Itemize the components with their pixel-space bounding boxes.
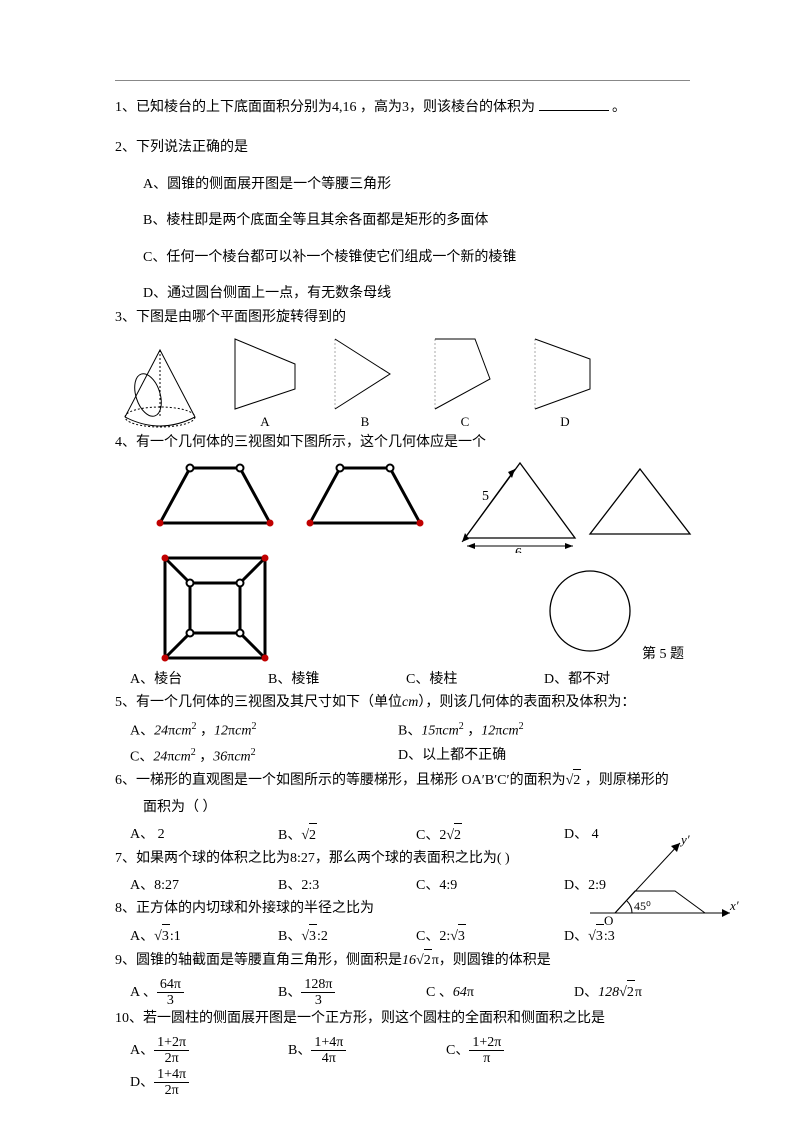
- q8-C: C、2:3: [416, 924, 526, 949]
- q4-trap2: [300, 458, 430, 538]
- q10-A: A、1+2π2π: [130, 1035, 250, 1067]
- q7-A: A、8:27: [130, 874, 240, 898]
- q10-B: B、1+4π4π: [288, 1035, 408, 1067]
- q3-optA-wrap: A: [225, 334, 305, 430]
- q10-D: D、1+4π2π: [130, 1067, 189, 1099]
- q3-optD-wrap: D: [525, 334, 605, 430]
- q4-C: C、棱柱: [406, 668, 506, 692]
- q3-stem: 3、下图是由哪个平面图形旋转得到的: [115, 307, 690, 329]
- q10-stem: 10、若一圆柱的侧面展开图是一个正方形，则这个圆柱的全面积和侧面积之比是: [115, 1008, 690, 1030]
- q9a: 9、圆锥的轴截面是等腰直角三角形，侧面积是: [115, 953, 402, 968]
- q3-D-fig: [525, 334, 605, 414]
- q4-trap1: [150, 458, 280, 538]
- tri-6: 6: [515, 546, 522, 553]
- q9-D: D、1282π: [574, 980, 642, 1005]
- q1-suffix: 。: [612, 100, 626, 115]
- q5a: 5、有一个几何体的三视图及其尺寸如下（单位: [115, 695, 402, 710]
- q5-D: D、以上都不正确: [398, 744, 506, 769]
- q5-row2: C、24πcm2 ，36πcm2 D、以上都不正确: [130, 744, 690, 769]
- q9-stem: 9、圆锥的轴截面是等腰直角三角形，侧面积是162π，则圆锥的体积是: [115, 949, 690, 972]
- axis-y: y′: [679, 833, 690, 847]
- q3-solid: [115, 345, 205, 430]
- q9-C: C 、64π: [426, 981, 536, 1005]
- q5-row1: A、24πcm2 ，12πcm2 B、15πcm2 ，12πcm2: [130, 718, 690, 743]
- q3-A-label: A: [225, 414, 305, 430]
- axis-x: x′: [729, 898, 739, 913]
- q3-C-label: C: [425, 414, 505, 430]
- top-rule: [115, 80, 690, 81]
- q6-B: B、2: [278, 823, 378, 848]
- q3-B-fig: [325, 334, 405, 414]
- q4-figarea: 5 6 第 5 题: [115, 458, 690, 668]
- q5-C: C、24πcm2 ，36πcm2: [130, 744, 360, 769]
- q1-blank: [539, 96, 609, 111]
- q4-stem: 4、有一个几何体的三视图如下图所示，这个几何体应是一个: [115, 432, 690, 454]
- q2-C: C、任何一个棱台都可以补一个棱锥使它们组成一个新的棱锥: [143, 247, 690, 269]
- q8-B: B、3:2: [278, 924, 378, 949]
- q3-D-label: D: [525, 414, 605, 430]
- q4-topview: [155, 548, 275, 668]
- q6-C: C、22: [416, 823, 526, 848]
- q3-optC-wrap: C: [425, 334, 505, 430]
- q5-B: B、15πcm2 ，12πcm2: [398, 718, 524, 743]
- q1-text: 1、已知棱台的上下底面面积分别为4,16 ，高为3，则该棱台的体积为: [115, 100, 535, 115]
- q5b: ），则该几何体的表面积及体积为：: [418, 695, 635, 710]
- q5-stem: 5、有一个几何体的三视图及其尺寸如下（单位cm），则该几何体的表面积及体积为：: [115, 692, 690, 714]
- q6-stem: 6、一梯形的直观图是一个如图所示的等腰梯形，且梯形 OA′B′C′的面积为2 ，…: [115, 769, 690, 792]
- q9-A: A 、64π3: [130, 977, 240, 1009]
- q4-D: D、都不对: [544, 668, 610, 692]
- q9-options: A 、64π3 B、128π3 C 、64π D、1282π: [130, 977, 690, 1009]
- q9-B: B、128π3: [278, 977, 388, 1009]
- q3-C-fig: [425, 334, 505, 414]
- axis-O: O: [604, 913, 613, 928]
- tri-5: 5: [482, 489, 489, 504]
- axis-figure: y′ x′ O 45⁰: [580, 833, 740, 943]
- q8-A: A、3:1: [130, 924, 240, 949]
- q2-A: A、圆锥的侧面展开图是一个等腰三角形: [143, 174, 690, 196]
- q7-B: B、2:3: [278, 874, 378, 898]
- axis-ang: 45⁰: [634, 899, 651, 913]
- q9b: ，则圆锥的体积是: [439, 953, 551, 968]
- q10-options: A、1+2π2π B、1+4π4π C、1+2ππ D、1+4π2π: [130, 1035, 690, 1099]
- q5-tri2: [585, 464, 695, 542]
- q6b: ，则原梯形的: [581, 773, 669, 788]
- q5-unit: cm: [402, 695, 418, 710]
- q1: 1、已知棱台的上下底面面积分别为4,16 ，高为3，则该棱台的体积为 。: [115, 96, 690, 119]
- q5-circle: [545, 566, 635, 656]
- q10-C: C、1+2ππ: [446, 1035, 566, 1067]
- q6-A: A、 2: [130, 823, 240, 848]
- q3-A-fig: [225, 334, 305, 414]
- page: { "colors": { "text": "#000000", "bg": "…: [0, 0, 800, 1132]
- q3-B-label: B: [325, 414, 405, 430]
- q7-C: C、4:9: [416, 874, 526, 898]
- q3-figures: A B C D: [115, 334, 690, 430]
- q4-B: B、棱锥: [268, 668, 368, 692]
- q5-caption: 第 5 题: [642, 643, 684, 663]
- q5-A: A、24πcm2 ，12πcm2: [130, 718, 360, 743]
- q6a: 6、一梯形的直观图是一个如图所示的等腰梯形，且梯形 OA′B′C′的面积为: [115, 773, 566, 788]
- q2-stem: 2、下列说法正确的是: [115, 137, 690, 159]
- q2-D: D、通过圆台侧面上一点，有无数条母线: [143, 283, 690, 305]
- q4-options: A、棱台 B、棱锥 C、棱柱 D、都不对: [130, 668, 690, 692]
- q4-A: A、棱台: [130, 668, 230, 692]
- q5-tri-dim: 5 6: [455, 458, 585, 553]
- q6-stem2: 面积为（ ）: [143, 797, 690, 819]
- q3-optB-wrap: B: [325, 334, 405, 430]
- q2-B: B、棱柱即是两个底面全等且其余各面都是矩形的多面体: [143, 210, 690, 232]
